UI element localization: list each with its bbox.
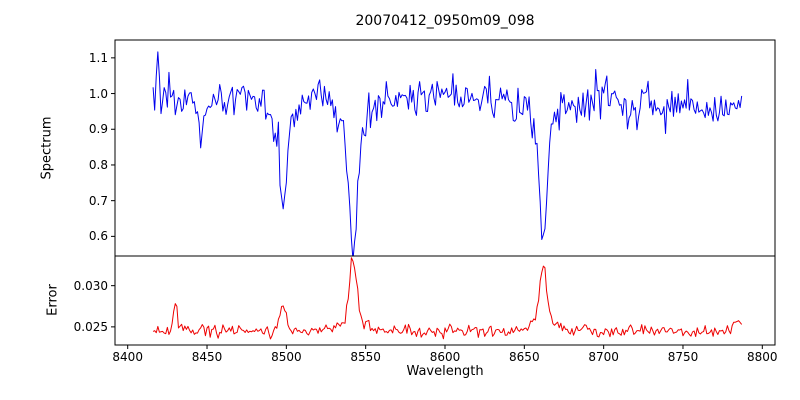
error-panel-border [114,255,776,346]
tick-marks [111,57,763,349]
error-line [152,257,743,340]
y-tick-label: 0.030 [73,278,108,293]
x-tick-label: 8550 [350,350,381,364]
y-tick-label: 0.9 [88,122,108,137]
y-tick-label: 0.8 [88,157,108,172]
y-tick-label: 0.025 [73,319,108,334]
x-tick-label: 8800 [747,350,778,364]
x-tick-label: 8500 [271,350,302,364]
y-axis-label-spectrum: Spectrum [39,116,55,180]
y-tick-label: 1.0 [88,86,108,101]
y-tick-label: 0.6 [88,229,108,244]
y-axis-label-error: Error [45,284,61,316]
x-tick-label: 8750 [667,350,699,364]
x-tick-label: 8600 [429,350,461,364]
x-tick-label: 8400 [112,350,143,364]
x-tick-label: 8650 [509,350,540,364]
x-tick-label: 8700 [588,350,619,364]
x-axis-label: Wavelength [406,364,484,379]
y-tick-label: 0.7 [88,193,108,208]
x-tick-label: 8450 [191,350,223,364]
y-tick-label: 1.1 [88,50,108,65]
chart-title: 20070412_0950m09_098 [355,13,535,29]
spectrum-line [152,51,743,256]
spectrum-panel-border [114,39,776,257]
